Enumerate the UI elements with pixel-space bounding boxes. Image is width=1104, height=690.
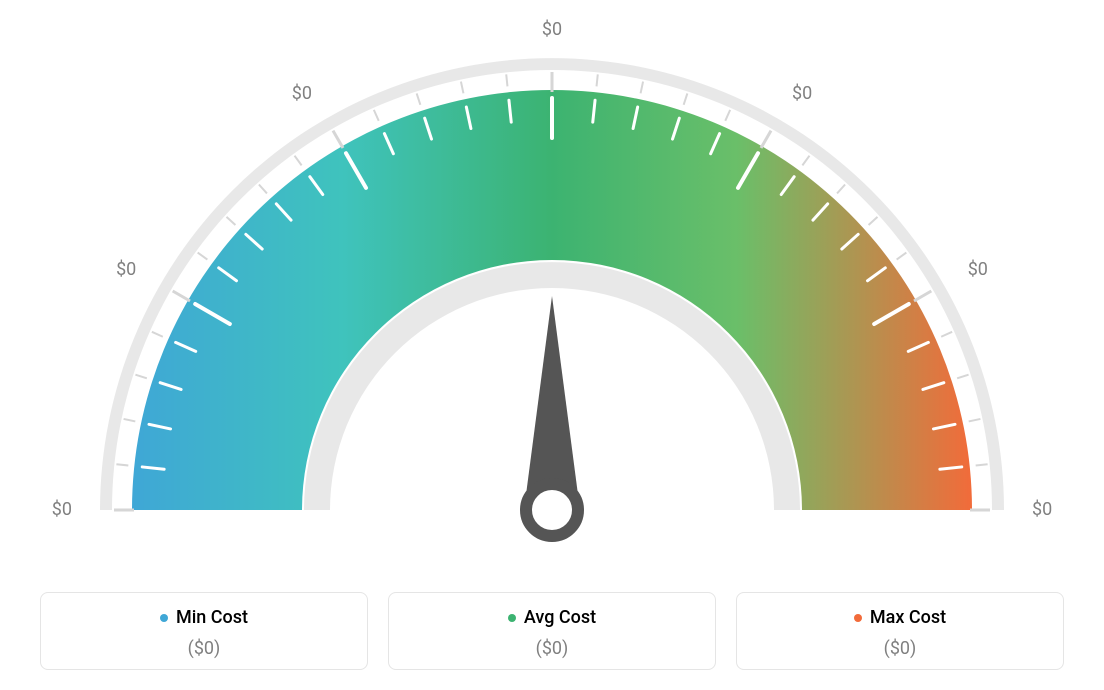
- gauge-chart-container: $0 $0 $0 $0 $0 $0 $0 Min Cost ($0) Avg Cost ($…: [0, 0, 1104, 690]
- legend-value-avg: ($0): [399, 638, 705, 659]
- legend-dot-min: [160, 614, 168, 622]
- svg-text:$0: $0: [542, 19, 562, 40]
- legend-title-min: Min Cost: [160, 607, 248, 628]
- legend-title-max: Max Cost: [854, 607, 946, 628]
- svg-text:$0: $0: [292, 83, 312, 104]
- legend-row: Min Cost ($0) Avg Cost ($0) Max Cost ($0…: [40, 592, 1064, 671]
- legend-label-max: Max Cost: [870, 607, 946, 628]
- legend-value-max: ($0): [747, 638, 1053, 659]
- legend-title-avg: Avg Cost: [508, 607, 596, 628]
- svg-text:$0: $0: [1032, 499, 1052, 520]
- gauge-svg: $0 $0 $0 $0 $0 $0 $0: [0, 0, 1104, 560]
- svg-text:$0: $0: [52, 499, 72, 520]
- svg-text:$0: $0: [792, 83, 812, 104]
- legend-label-min: Min Cost: [176, 607, 248, 628]
- legend-label-avg: Avg Cost: [524, 607, 596, 628]
- legend-dot-avg: [508, 614, 516, 622]
- legend-card-min: Min Cost ($0): [40, 592, 368, 671]
- svg-text:$0: $0: [116, 259, 136, 280]
- legend-card-max: Max Cost ($0): [736, 592, 1064, 671]
- legend-dot-max: [854, 614, 862, 622]
- legend-value-min: ($0): [51, 638, 357, 659]
- legend-card-avg: Avg Cost ($0): [388, 592, 716, 671]
- svg-text:$0: $0: [968, 259, 988, 280]
